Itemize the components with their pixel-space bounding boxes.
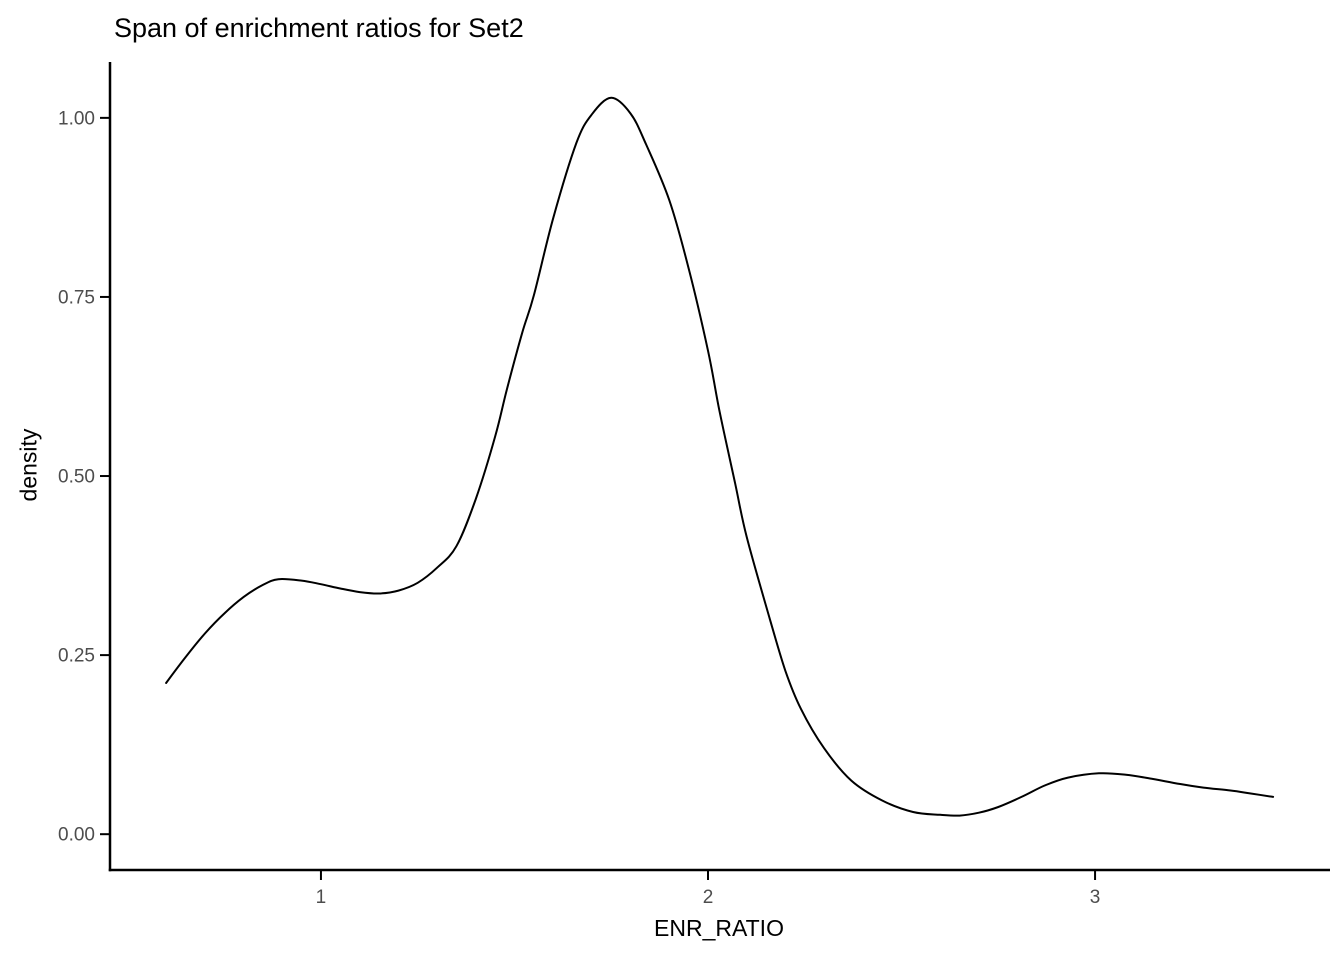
chart-title: Span of enrichment ratios for Set2: [114, 13, 524, 43]
y-tick-label: 0.75: [58, 287, 95, 308]
x-axis-label: ENR_RATIO: [654, 915, 784, 941]
x-tick-label: 2: [703, 887, 714, 908]
x-tick-label: 1: [316, 887, 327, 908]
y-tick-label: 0.00: [58, 825, 95, 846]
y-tick-label: 1.00: [58, 108, 95, 129]
y-tick-label: 0.50: [58, 467, 95, 488]
density-curve: [165, 96, 1275, 817]
y-tick-label: 0.25: [58, 646, 95, 667]
x-tick-label: 3: [1090, 887, 1101, 908]
